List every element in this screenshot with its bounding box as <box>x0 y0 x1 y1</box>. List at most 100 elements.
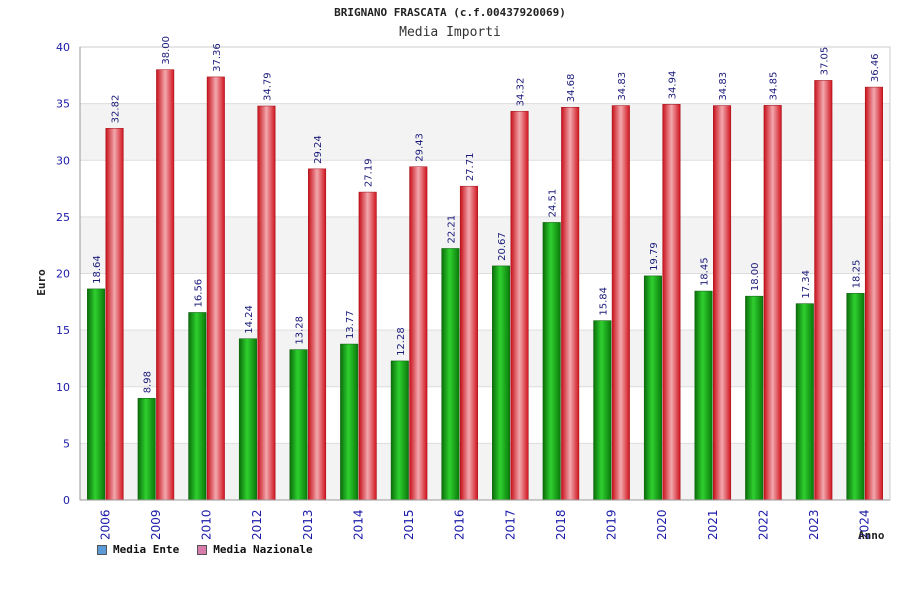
value-label-media-nazionale: 36.46 <box>870 53 881 82</box>
bar-media-ente <box>340 343 359 501</box>
value-label-media-ente: 12.28 <box>396 327 407 356</box>
bar-media-ente <box>137 398 156 501</box>
legend-label-ente: Media Ente <box>113 543 180 556</box>
chart-title: BRIGNANO FRASCATA (c.f.00437920069) <box>334 6 566 19</box>
value-label-media-nazionale: 37.36 <box>212 43 223 72</box>
x-tick-label: 2009 <box>149 509 163 540</box>
value-label-media-nazionale: 34.83 <box>718 72 729 101</box>
legend-swatch-ente <box>97 544 107 555</box>
bar-media-ente <box>643 275 662 501</box>
value-label-media-nazionale: 34.32 <box>516 78 527 107</box>
value-label-media-ente: 18.45 <box>700 257 711 286</box>
value-label-media-nazionale: 38.00 <box>161 36 172 65</box>
x-tick-label: 2021 <box>706 509 720 540</box>
bar-media-ente <box>745 295 764 501</box>
value-label-media-nazionale: 27.71 <box>465 153 476 182</box>
y-tick-label: 30 <box>56 154 70 167</box>
x-tick-label: 2015 <box>402 509 416 540</box>
y-tick-label: 10 <box>56 381 70 394</box>
value-label-media-nazionale: 29.24 <box>313 135 324 164</box>
x-tick-label: 2023 <box>807 509 821 540</box>
value-label-media-nazionale: 34.94 <box>667 71 678 100</box>
bar-media-ente <box>441 248 460 501</box>
x-tick-label: 2010 <box>200 509 214 540</box>
y-tick-label: 40 <box>56 41 70 54</box>
value-label-media-nazionale: 34.79 <box>262 72 273 101</box>
bar-media-nazionale <box>257 105 276 501</box>
bar-media-nazionale <box>713 105 732 501</box>
x-tick-label: 2022 <box>756 509 770 540</box>
bar-media-ente <box>87 288 106 501</box>
value-label-media-ente: 18.25 <box>851 260 862 289</box>
bar-media-nazionale <box>864 86 883 501</box>
value-label-media-nazionale: 37.05 <box>819 47 830 76</box>
legend-item-nazionale: Media Nazionale <box>197 543 313 556</box>
x-tick-label: 2006 <box>98 509 112 540</box>
bar-media-nazionale <box>308 168 327 501</box>
value-label-media-nazionale: 34.83 <box>617 72 628 101</box>
chart-subtitle: Media Importi <box>399 25 501 40</box>
y-tick-label: 15 <box>56 324 70 337</box>
y-tick-label: 0 <box>63 494 70 507</box>
bar-media-ente <box>795 303 814 501</box>
bar-media-nazionale <box>156 69 175 501</box>
y-tick-label: 5 <box>63 437 70 450</box>
bar-media-nazionale <box>561 106 580 501</box>
value-label-media-ente: 14.24 <box>244 305 255 334</box>
value-label-media-ente: 19.79 <box>649 242 660 271</box>
y-tick-label: 20 <box>56 268 70 281</box>
y-axis-title: Euro <box>34 269 48 296</box>
value-label-media-nazionale: 34.85 <box>769 72 780 101</box>
value-label-media-ente: 15.84 <box>598 287 609 316</box>
x-tick-label: 2014 <box>351 509 365 540</box>
bar-media-nazionale <box>814 80 833 501</box>
value-label-media-ente: 20.67 <box>497 232 508 261</box>
x-tick-label: 2013 <box>301 509 315 540</box>
y-tick-label: 25 <box>56 211 70 224</box>
legend-swatch-nazionale <box>197 544 208 555</box>
value-label-media-ente: 18.00 <box>750 263 761 292</box>
value-label-media-nazionale: 32.82 <box>111 95 122 124</box>
bar-media-nazionale <box>611 105 630 501</box>
bar-media-nazionale <box>459 185 478 501</box>
bar-media-ente <box>593 320 612 501</box>
bar-media-ente <box>542 222 561 501</box>
x-tick-label: 2019 <box>605 509 619 540</box>
bar-media-nazionale <box>358 191 377 501</box>
value-label-media-ente: 17.34 <box>801 270 812 299</box>
bar-media-ente <box>846 293 865 501</box>
value-label-media-ente: 22.21 <box>446 215 457 244</box>
bar-media-ente <box>694 290 713 501</box>
x-tick-label: 2020 <box>655 509 669 540</box>
bar-media-nazionale <box>206 76 225 501</box>
value-label-media-nazionale: 27.19 <box>364 158 375 187</box>
bar-media-ente <box>188 312 207 501</box>
x-tick-label: 2012 <box>250 509 264 540</box>
bar-media-nazionale <box>510 111 529 501</box>
legend: Media Ente Media Nazionale <box>97 543 313 556</box>
bar-media-ente <box>289 349 308 501</box>
value-label-media-ente: 18.64 <box>92 255 103 284</box>
value-label-media-ente: 13.77 <box>345 310 356 339</box>
bar-media-nazionale <box>662 104 681 501</box>
value-label-media-ente: 24.51 <box>548 189 559 218</box>
bar-media-ente <box>238 338 257 501</box>
bar-media-ente <box>492 265 511 501</box>
value-label-media-ente: 13.28 <box>295 316 306 345</box>
value-label-media-nazionale: 34.68 <box>566 74 577 103</box>
x-tick-label: 2024 <box>858 509 872 540</box>
bar-media-nazionale <box>409 166 428 501</box>
y-tick-label: 35 <box>56 98 70 111</box>
legend-label-nazionale: Media Nazionale <box>213 543 313 556</box>
value-label-media-ente: 8.98 <box>143 371 154 393</box>
bar-media-nazionale <box>763 105 782 501</box>
x-tick-label: 2017 <box>503 509 517 540</box>
x-tick-label: 2016 <box>453 509 467 540</box>
legend-item-ente: Media Ente <box>97 543 179 556</box>
bar-media-nazionale <box>105 128 124 501</box>
x-axis-title: Anno <box>858 529 885 542</box>
value-label-media-ente: 16.56 <box>193 279 204 308</box>
value-label-media-nazionale: 29.43 <box>414 133 425 162</box>
bar-media-ente <box>390 360 409 501</box>
